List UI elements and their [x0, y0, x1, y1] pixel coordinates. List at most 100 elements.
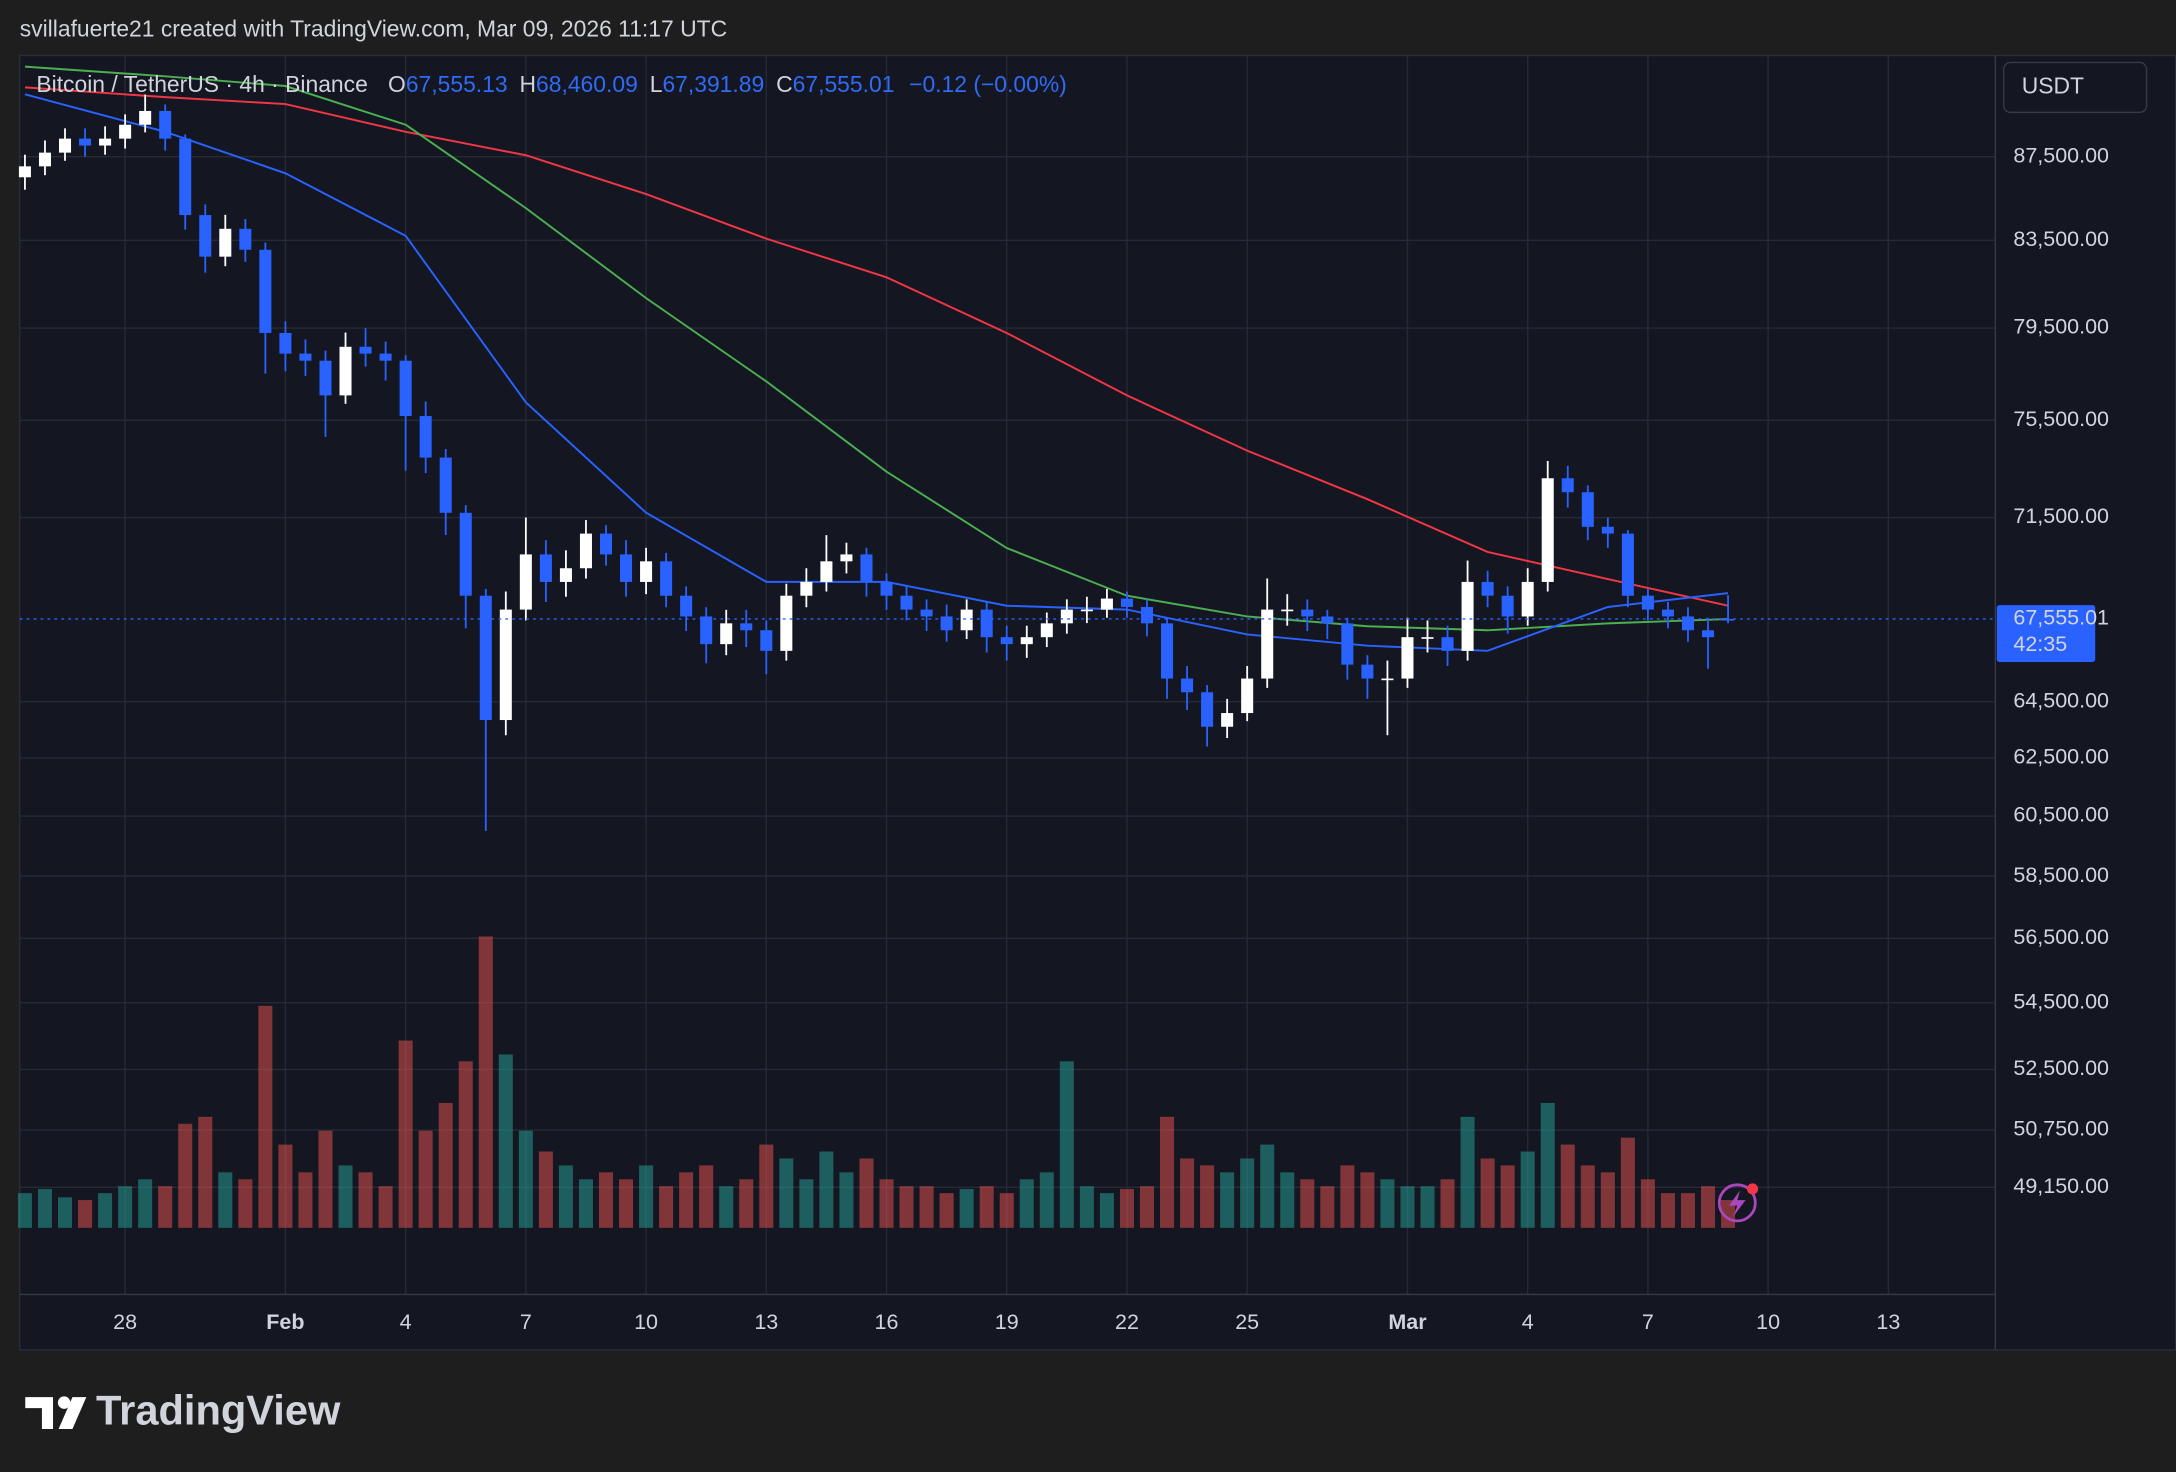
- last-price-box: [1996, 605, 2096, 662]
- volume-bar: [1280, 1172, 1295, 1228]
- x-tick-label: 4: [1522, 1310, 1534, 1334]
- volume-bar: [1600, 1172, 1615, 1228]
- volume-bar: [919, 1186, 934, 1228]
- ohlc-value: 67,555.01: [793, 71, 895, 97]
- volume-bar: [1440, 1179, 1455, 1228]
- candle-body: [1060, 609, 1073, 624]
- candle-body: [99, 138, 112, 146]
- candle-body: [1221, 713, 1234, 727]
- volume-bar: [939, 1193, 954, 1228]
- volume-bar: [779, 1158, 794, 1228]
- candle-body: [459, 512, 472, 596]
- candle-body: [1000, 637, 1013, 645]
- volume-bar: [1119, 1188, 1134, 1228]
- y-tick-label: 62,500.00: [2013, 745, 2109, 769]
- ohlc-value: 67,391.89: [662, 71, 764, 97]
- x-tick-label: 4: [400, 1310, 412, 1334]
- candle-body: [1541, 478, 1554, 582]
- candle-body: [960, 609, 973, 631]
- candle-body: [379, 353, 392, 361]
- y-tick-label: 75,500.00: [2013, 407, 2109, 431]
- volume-bar: [78, 1200, 93, 1228]
- alert-bolt[interactable]: [1728, 1190, 1746, 1217]
- candle-body: [1301, 609, 1314, 617]
- candle-body: [339, 346, 352, 396]
- candle-body: [579, 533, 592, 569]
- x-tick-label: 25: [1235, 1310, 1259, 1334]
- volume-bar: [1580, 1165, 1595, 1228]
- candle-body: [119, 124, 132, 139]
- volume-bar: [1220, 1172, 1235, 1228]
- currency-button[interactable]: [2002, 61, 2148, 114]
- x-tick-label: 16: [875, 1310, 899, 1334]
- candle-body: [219, 228, 232, 257]
- volume-bar: [498, 1054, 513, 1228]
- volume-bar: [979, 1186, 994, 1228]
- candle-body: [1241, 678, 1254, 714]
- candle-body: [239, 228, 252, 250]
- y-tick-label: 71,500.00: [2013, 504, 2109, 528]
- alert-circle[interactable]: [1717, 1183, 1757, 1223]
- alert-icon[interactable]: [1717, 1183, 1759, 1223]
- y-tick-label: 58,500.00: [2013, 863, 2109, 887]
- y-tick-label: 54,500.00: [2013, 989, 2109, 1013]
- volume-bar: [1260, 1144, 1275, 1228]
- candle-body: [1401, 637, 1414, 679]
- y-tick-label: 64,500.00: [2013, 688, 2109, 712]
- candle-body: [1421, 637, 1434, 639]
- candle-body: [1581, 492, 1594, 527]
- volume-bar: [1180, 1158, 1195, 1228]
- candle-body: [1120, 598, 1133, 607]
- candle-body: [1681, 616, 1694, 631]
- y-tick-label: 87,500.00: [2013, 143, 2109, 167]
- currency[interactable]: USDT: [2022, 72, 2084, 98]
- volume-bar: [1640, 1179, 1655, 1228]
- candle-body: [1361, 664, 1374, 679]
- ohlc-key: H: [520, 71, 537, 97]
- volume-bar: [799, 1179, 814, 1228]
- candle-body: [299, 353, 312, 361]
- volume-bar: [1300, 1179, 1315, 1228]
- volume-bar: [418, 1130, 433, 1228]
- volume-bar: [218, 1172, 233, 1228]
- volume-bar: [999, 1193, 1014, 1228]
- volume-bar: [1059, 1061, 1074, 1228]
- volume-bar: [478, 936, 493, 1228]
- candle-body: [1461, 581, 1474, 651]
- volume-bar: [98, 1193, 113, 1228]
- volume-bar: [1039, 1172, 1054, 1228]
- volume-bar: [899, 1186, 914, 1228]
- candle-body: [499, 609, 512, 721]
- candle-body: [1040, 623, 1053, 638]
- candle-body: [159, 110, 172, 139]
- candle-body: [1702, 630, 1715, 638]
- y-tick-label: 50,750.00: [2013, 1117, 2109, 1141]
- candle-body: [58, 138, 72, 153]
- volume-bar: [298, 1172, 313, 1228]
- change: −0.12 (−0.00%): [909, 71, 1067, 97]
- candle-body: [79, 138, 92, 146]
- x-tick-label: Feb: [266, 1310, 304, 1334]
- brand-logo: [25, 1396, 87, 1429]
- candle-body: [1100, 598, 1113, 610]
- candle-layer: [18, 94, 1735, 831]
- logo-mark: [58, 1397, 87, 1429]
- volume-bar: [258, 1005, 273, 1228]
- candle-body: [1261, 609, 1274, 679]
- volume-bar: [438, 1102, 453, 1228]
- volume-bar: [1240, 1158, 1255, 1228]
- alert-dot[interactable]: [1747, 1183, 1759, 1195]
- countdown: 42:35: [2013, 632, 2067, 656]
- x-tick-label: 28: [113, 1310, 137, 1334]
- volume-bar: [699, 1165, 714, 1228]
- volume-bar: [1360, 1172, 1375, 1228]
- volume-bar: [17, 1193, 32, 1228]
- candle-body: [620, 554, 633, 582]
- x-tick-label: 13: [1876, 1310, 1900, 1334]
- volume-bar: [639, 1165, 654, 1228]
- volume-bar: [378, 1186, 393, 1228]
- volume-bar: [198, 1116, 213, 1228]
- volume-bar: [1460, 1116, 1475, 1228]
- candle-body: [1661, 609, 1674, 617]
- volume-bar: [238, 1179, 253, 1228]
